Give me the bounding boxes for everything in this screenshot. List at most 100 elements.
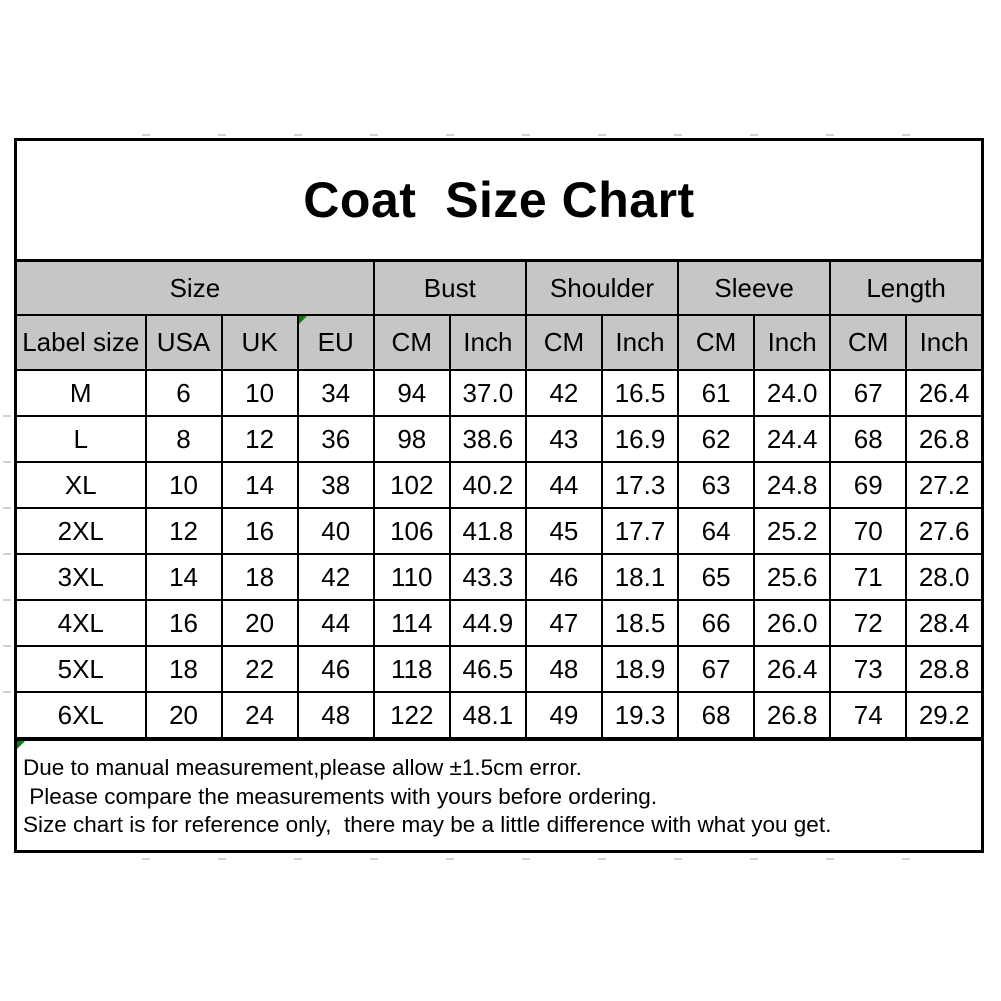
table-cell: 12 (220, 415, 299, 463)
column-header-row: Label size USA UK EU CM Inch CM Inch CM Inch CM Inc… (14, 314, 984, 371)
table-cell: 122 (372, 691, 451, 740)
label-size-cell: 5XL (14, 645, 147, 693)
gridline-tick (3, 461, 11, 463)
table-cell: 70 (829, 507, 908, 555)
green-triangle-icon (17, 741, 25, 749)
table-cell: 17.7 (600, 507, 680, 555)
group-header-size: Size (14, 259, 375, 316)
table-cell: 71 (829, 553, 908, 601)
table-cell: 48 (296, 691, 375, 740)
gridline-tick (217, 134, 226, 136)
group-header-shoulder: Shoulder (524, 259, 680, 316)
label-size-cell: 2XL (14, 507, 147, 555)
table-cell: 24.0 (753, 369, 832, 417)
table-cell: 98 (372, 415, 451, 463)
table-cell: 20 (220, 599, 299, 647)
table-cell: 69 (829, 461, 908, 509)
green-triangle-icon (299, 317, 307, 324)
table-row: 3XL 14 18 42 110 43.3 46 18.1 65 25.6 71 28.0 (14, 553, 984, 601)
table-cell: 40.2 (448, 461, 527, 509)
table-cell: 22 (220, 645, 299, 693)
table-cell: 49 (524, 691, 603, 740)
col-header-8-cm: CM (677, 314, 756, 371)
col-header-10-cm: CM (829, 314, 908, 371)
gridline-tick (674, 134, 683, 136)
table-cell: 24.8 (753, 461, 832, 509)
table-cell: 16.9 (600, 415, 680, 463)
note-line: Due to manual measurement,please allow ±… (23, 755, 582, 780)
table-cell: 43 (524, 415, 603, 463)
table-cell: 48.1 (448, 691, 527, 740)
table-cell: 45 (524, 507, 603, 555)
table-cell: 36 (296, 415, 375, 463)
notes-box: Due to manual measurement,please allow ±… (14, 738, 984, 853)
table-cell: 26.0 (753, 599, 832, 647)
table-cell: 18 (144, 645, 223, 693)
table-cell: 67 (829, 369, 908, 417)
table-cell: 26.8 (753, 691, 832, 740)
gridline-tick (3, 507, 11, 509)
gridline-tick (293, 134, 302, 136)
gridline-tick (750, 134, 759, 136)
table-row: 2XL 12 16 40 106 41.8 45 17.7 64 25.2 70 27.6 (14, 507, 984, 555)
table-cell: 114 (372, 599, 451, 647)
table-cell: 118 (372, 645, 451, 693)
gridline-tick (3, 645, 11, 647)
table-cell: 16.5 (600, 369, 680, 417)
label-size-cell: L (14, 415, 147, 463)
size-chart-sheet: Coat Size Chart Size Bust Shoulder Sleeve Le… (14, 138, 984, 853)
col-header-3-eu: EU (296, 314, 375, 371)
table-cell: 18.1 (600, 553, 680, 601)
table-cell: 25.6 (753, 553, 832, 601)
gridline-tick (902, 858, 911, 860)
table-cell: 29.2 (905, 691, 984, 740)
label-size-cell: M (14, 369, 147, 417)
table-cell: 14 (144, 553, 223, 601)
gridline-tick (750, 858, 759, 860)
table-cell: 8 (144, 415, 223, 463)
group-header-row: Size Bust Shoulder Sleeve Length (14, 259, 984, 316)
table-cell: 26.8 (905, 415, 984, 463)
table-row: 6XL 20 24 48 122 48.1 49 19.3 68 26.8 74 29.2 (14, 691, 984, 740)
size-table-body: M 6 10 34 94 37.0 42 16.5 61 24.0 67 26.4 L 8 12 36 98 38… (14, 369, 984, 740)
table-cell: 12 (144, 507, 223, 555)
gridline-tick (3, 599, 11, 601)
table-cell: 66 (677, 599, 756, 647)
table-cell: 38.6 (448, 415, 527, 463)
table-cell: 28.4 (905, 599, 984, 647)
gridline-tick (445, 134, 454, 136)
table-cell: 43.3 (448, 553, 527, 601)
table-cell: 63 (677, 461, 756, 509)
table-cell: 20 (144, 691, 223, 740)
table-cell: 38 (296, 461, 375, 509)
table-cell: 94 (372, 369, 451, 417)
table-cell: 47 (524, 599, 603, 647)
col-header-7-inch: Inch (600, 314, 680, 371)
note-line: Size chart is for reference only, there … (23, 812, 832, 837)
table-row: 5XL 18 22 46 118 46.5 48 18.9 67 26.4 73 28.8 (14, 645, 984, 693)
note-line: Please compare the measurements with you… (23, 783, 658, 809)
gridline-tick (293, 858, 302, 860)
group-header-sleeve: Sleeve (677, 259, 832, 316)
table-cell: 10 (144, 461, 223, 509)
table-cell: 46 (524, 553, 603, 601)
group-header-bust: Bust (372, 259, 527, 316)
table-cell: 27.6 (905, 507, 984, 555)
gridline-tick (217, 858, 226, 860)
table-row: M 6 10 34 94 37.0 42 16.5 61 24.0 67 26.4 (14, 369, 984, 417)
label-size-cell: XL (14, 461, 147, 509)
gridline-tick (826, 134, 835, 136)
gridline-tick (597, 134, 606, 136)
table-cell: 67 (677, 645, 756, 693)
col-header-1-usa: USA (144, 314, 223, 371)
col-header-0-label-size: Label size (14, 314, 147, 371)
col-header-9-inch: Inch (753, 314, 832, 371)
col-header-6-cm: CM (524, 314, 603, 371)
table-cell: 16 (220, 507, 299, 555)
gridline-tick (674, 858, 683, 860)
table-cell: 42 (524, 369, 603, 417)
gridline-tick (369, 134, 378, 136)
table-cell: 110 (372, 553, 451, 601)
table-cell: 41.8 (448, 507, 527, 555)
page-title: Coat Size Chart (303, 172, 695, 228)
